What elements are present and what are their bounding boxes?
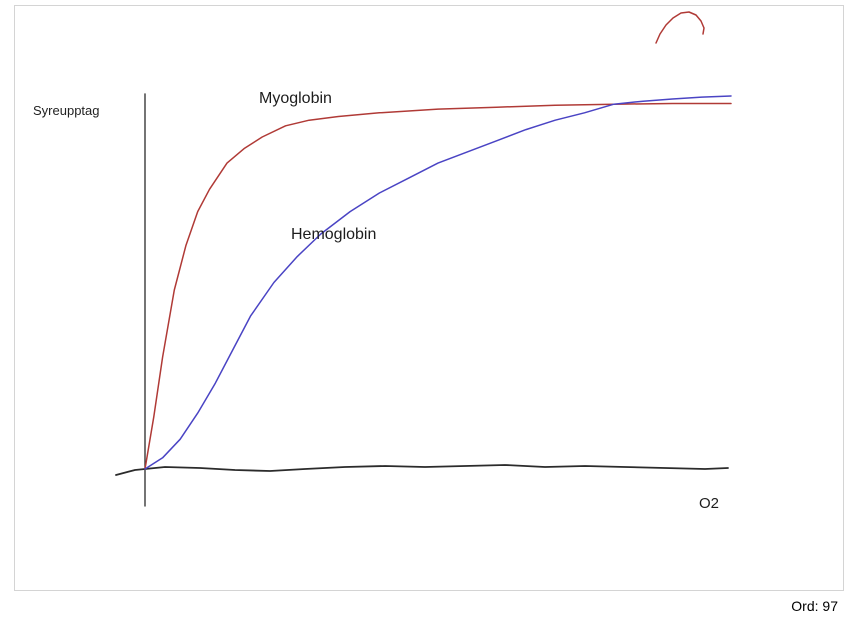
myoglobin-series-label: Myoglobin (259, 90, 332, 107)
chart-svg (115, 11, 732, 507)
hemoglobin-series-label: Hemoglobin (291, 226, 377, 243)
stray-red-mark (655, 11, 705, 44)
hemoglobin-curve (144, 95, 732, 470)
x-axis-line (115, 464, 729, 476)
x-axis-label: O2 (699, 495, 720, 512)
y-axis-label: Syreupptag (33, 103, 100, 118)
drawing-canvas[interactable]: Syreupptag Myoglobin Hemoglobin O2 (14, 5, 844, 591)
myoglobin-curve (144, 102, 732, 470)
word-count: Ord: 97 (791, 598, 838, 614)
